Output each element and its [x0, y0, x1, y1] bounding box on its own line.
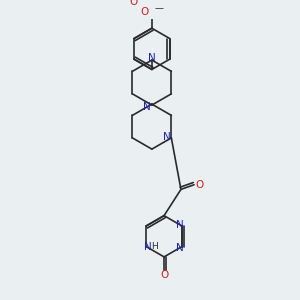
- Text: O: O: [160, 270, 168, 280]
- Text: N: N: [176, 220, 184, 230]
- Text: N: N: [163, 132, 170, 142]
- Text: H: H: [151, 242, 158, 251]
- Text: N: N: [176, 242, 184, 253]
- Text: O: O: [196, 180, 204, 190]
- Text: —: —: [155, 4, 164, 13]
- Text: O: O: [129, 0, 137, 7]
- Text: N: N: [144, 242, 152, 252]
- Text: N: N: [148, 53, 156, 63]
- Text: O: O: [140, 7, 148, 17]
- Text: N: N: [143, 102, 151, 112]
